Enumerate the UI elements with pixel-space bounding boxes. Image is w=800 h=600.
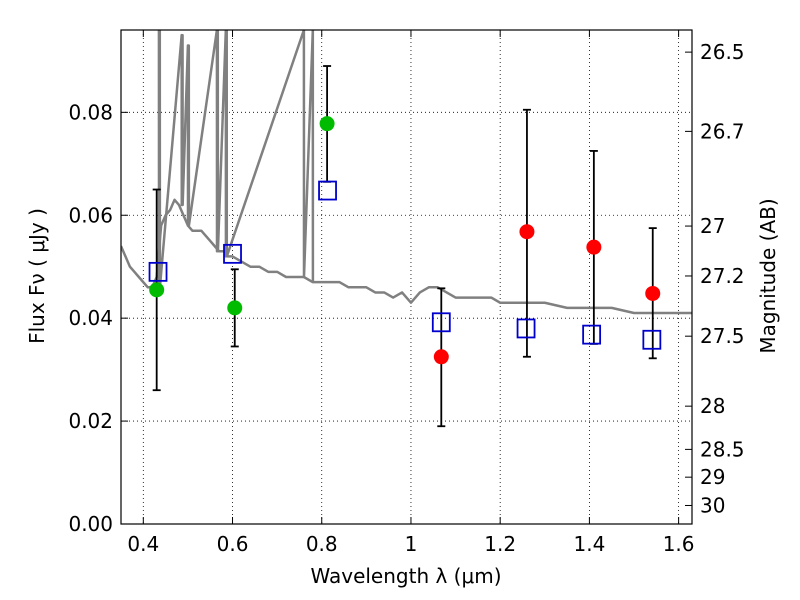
model-point	[223, 243, 242, 264]
x-tick-label: 0.8	[306, 532, 338, 556]
y2-tick-label: 26.5	[700, 40, 745, 64]
plot-frame	[120, 29, 693, 525]
y2-tick-label: 26.7	[700, 119, 745, 143]
x-tick-label: 0.6	[217, 532, 249, 556]
x-tick-label: 1.2	[484, 532, 516, 556]
data-point	[149, 282, 165, 298]
y-tick-label: 0.06	[68, 203, 113, 227]
model-point	[642, 329, 662, 350]
data-point	[519, 224, 535, 240]
y2-tick-label: 27.5	[700, 324, 745, 348]
y-tick-label: 0.02	[68, 409, 113, 433]
model-point	[318, 180, 337, 201]
model-point	[431, 312, 451, 333]
y-tick-label: 0.00	[68, 512, 113, 536]
y2-tick-label: 29	[700, 465, 725, 489]
axes: 0.4 0.6 0.8 1 1.2 1.4 1.6 0.00 0.02 0.04 0.06 0.08 2…	[68, 29, 745, 556]
plot-area	[121, 30, 692, 428]
x-tick-label: 1.4	[573, 532, 605, 556]
y2-tick-label: 28	[700, 394, 725, 418]
x-tick-label: 1	[405, 532, 418, 556]
model-spectrum-line	[157, 30, 315, 289]
y2-tick-label: 27.2	[700, 264, 745, 288]
y2-tick-label: 30	[700, 493, 725, 517]
data-point	[227, 300, 243, 316]
y2-tick-label: 27	[700, 214, 725, 238]
model-point	[582, 324, 602, 345]
data-point	[586, 239, 602, 255]
y2-axis-title: Magnitude (AB)	[756, 198, 780, 353]
plot-clip-group	[121, 30, 692, 315]
data-point	[645, 285, 661, 301]
x-tick-label: 0.4	[127, 532, 159, 556]
data-point	[319, 116, 335, 132]
data-point	[433, 349, 449, 365]
x-tick-label: 1.6	[663, 532, 695, 556]
y-tick-label: 0.08	[68, 100, 113, 124]
model-point	[516, 318, 536, 339]
y2-tick-label: 28.5	[700, 437, 745, 461]
model-point	[148, 261, 168, 282]
model-spectrum-line	[121, 198, 692, 315]
x-axis-title: Wavelength λ (μm)	[310, 564, 501, 588]
y-axis-title: Flux Fν ( μJy )	[25, 208, 49, 344]
y-tick-label: 0.04	[68, 306, 113, 330]
